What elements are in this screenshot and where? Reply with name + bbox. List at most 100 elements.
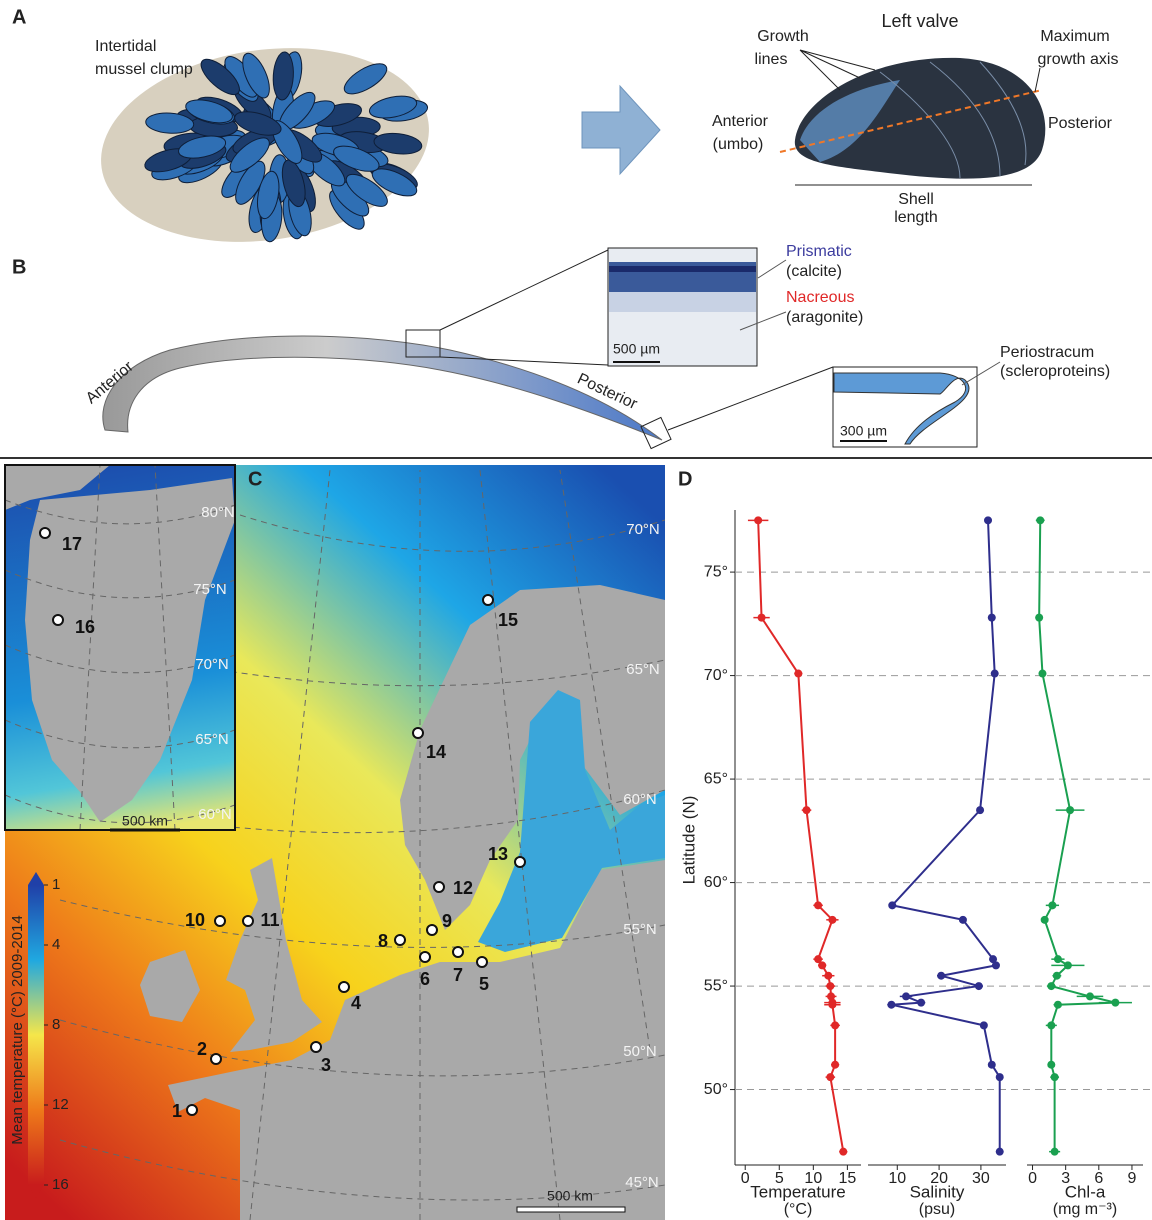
site-label: 8 bbox=[378, 931, 388, 951]
point bbox=[1048, 901, 1056, 909]
site-marker bbox=[413, 728, 423, 738]
latitude-label: 65°N bbox=[626, 661, 660, 678]
point bbox=[754, 516, 762, 524]
point bbox=[988, 1061, 996, 1069]
point bbox=[902, 992, 910, 1000]
x-axis-unit: (mg m⁻³) bbox=[1053, 1201, 1117, 1218]
colorbar-tick-label: 4 bbox=[52, 936, 60, 953]
panel-label: D bbox=[678, 468, 692, 490]
site-marker bbox=[339, 982, 349, 992]
point bbox=[1035, 614, 1043, 622]
site-label: 4 bbox=[351, 993, 361, 1013]
site-label: 10 bbox=[185, 910, 205, 930]
site-marker bbox=[211, 1054, 221, 1064]
x-tick-label: 30 bbox=[972, 1170, 990, 1187]
label: Anterior bbox=[712, 113, 769, 130]
point bbox=[975, 982, 983, 990]
point bbox=[803, 806, 811, 814]
point bbox=[984, 516, 992, 524]
site-label: 2 bbox=[197, 1039, 207, 1059]
site-label: 9 bbox=[442, 911, 452, 931]
site-marker bbox=[427, 925, 437, 935]
label: (aragonite) bbox=[786, 309, 863, 326]
figure: A Intertidal mussel clump Left valve Gro… bbox=[0, 0, 1152, 1220]
latitude-label: 75°N bbox=[193, 581, 227, 598]
site-marker bbox=[40, 528, 50, 538]
y-tick-label: 75° bbox=[704, 563, 728, 580]
prismatic-layer bbox=[609, 266, 756, 272]
point bbox=[996, 1148, 1004, 1156]
site-label: 16 bbox=[75, 617, 95, 637]
site-label: 5 bbox=[479, 974, 489, 994]
point bbox=[828, 1001, 836, 1009]
latitude-label: 65°N bbox=[195, 731, 229, 748]
label: Maximum bbox=[1040, 28, 1109, 45]
point bbox=[991, 670, 999, 678]
site-marker bbox=[187, 1105, 197, 1115]
colorbar-title: Mean temperature (°C) 2009-2014 bbox=[9, 915, 26, 1144]
point bbox=[917, 999, 925, 1007]
panel-label: C bbox=[248, 468, 262, 490]
scale-label: 300 µm bbox=[840, 423, 887, 439]
scale-bar bbox=[517, 1207, 625, 1212]
site-marker bbox=[53, 615, 63, 625]
page: A Intertidal mussel clump Left valve Gro… bbox=[0, 0, 1152, 1220]
colorbar-tick-label: 8 bbox=[52, 1016, 60, 1033]
x-tick-label: 10 bbox=[888, 1170, 906, 1187]
point bbox=[1047, 1061, 1055, 1069]
point bbox=[980, 1021, 988, 1029]
latitude-label: 55°N bbox=[623, 921, 657, 938]
x-tick-label: 0 bbox=[1028, 1170, 1037, 1187]
point bbox=[1111, 999, 1119, 1007]
latitude-label: 70°N bbox=[195, 656, 229, 673]
point bbox=[758, 614, 766, 622]
y-axis-title: Latitude (N) bbox=[679, 796, 698, 885]
point bbox=[1054, 955, 1062, 963]
label: Nacreous bbox=[786, 289, 854, 306]
point bbox=[988, 614, 996, 622]
point bbox=[887, 1001, 895, 1009]
scale-label: 500 µm bbox=[613, 341, 660, 357]
label: Growth bbox=[757, 28, 809, 45]
point bbox=[1047, 982, 1055, 990]
shell-section bbox=[103, 336, 662, 440]
x-axis-title: Temperature bbox=[750, 1182, 845, 1201]
point bbox=[831, 1061, 839, 1069]
site-marker bbox=[420, 952, 430, 962]
label: growth axis bbox=[1038, 51, 1119, 68]
x-axis-title: Chl-a bbox=[1065, 1182, 1106, 1201]
latitude-label: 45°N bbox=[625, 1174, 659, 1191]
nacreous-layer bbox=[609, 292, 756, 312]
point bbox=[1038, 670, 1046, 678]
colorbar-tick-label: 1 bbox=[52, 876, 60, 893]
site-label: 6 bbox=[420, 969, 430, 989]
point bbox=[828, 916, 836, 924]
site-marker bbox=[215, 916, 225, 926]
site-marker bbox=[453, 947, 463, 957]
latitude-label: 50°N bbox=[623, 1043, 657, 1060]
point bbox=[992, 961, 1000, 969]
site-label: 14 bbox=[426, 742, 446, 762]
colorbar-tick-label: 16 bbox=[52, 1176, 69, 1193]
site-label: 17 bbox=[62, 534, 82, 554]
y-tick-label: 50° bbox=[704, 1081, 728, 1098]
label: Posterior bbox=[1048, 115, 1113, 132]
point bbox=[826, 1073, 834, 1081]
point bbox=[818, 961, 826, 969]
site-label: 3 bbox=[321, 1055, 331, 1075]
point bbox=[814, 901, 822, 909]
site-label: 15 bbox=[498, 610, 518, 630]
series-line bbox=[1039, 520, 1115, 1151]
label: (scleroproteins) bbox=[1000, 363, 1110, 380]
x-axis-unit: (psu) bbox=[919, 1201, 955, 1218]
point bbox=[976, 806, 984, 814]
point bbox=[996, 1073, 1004, 1081]
panel-label: A bbox=[12, 6, 26, 28]
point bbox=[826, 982, 834, 990]
point bbox=[888, 901, 896, 909]
title: Left valve bbox=[881, 11, 958, 31]
point bbox=[839, 1148, 847, 1156]
pointer bbox=[1035, 68, 1040, 92]
latitude-label: 60°N bbox=[623, 791, 657, 808]
